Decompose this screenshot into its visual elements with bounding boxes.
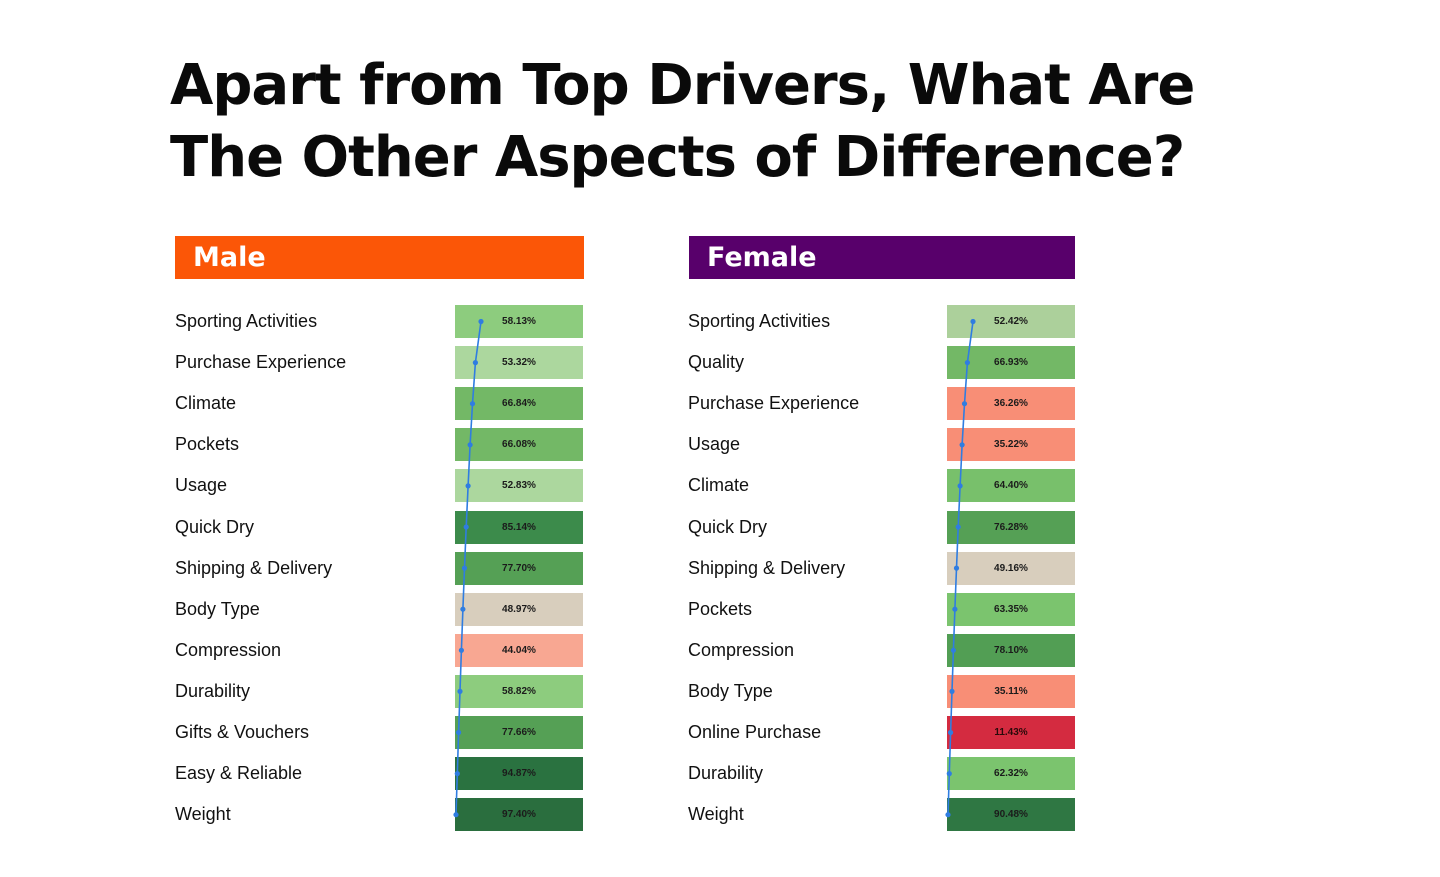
male-row-label: Durability <box>175 680 251 701</box>
female-row-label: Climate <box>688 475 750 496</box>
page-title-line-1: Apart from Top Drivers, What Are <box>170 53 1195 118</box>
female-row-label: Weight <box>688 804 744 825</box>
male-value-cell: 66.08% <box>455 428 583 462</box>
male-row-label: Easy & Reliable <box>175 763 303 784</box>
male-value-cell: 52.83% <box>455 469 583 503</box>
male-value-cell: 77.70% <box>455 551 583 585</box>
female-value-cell: 35.11% <box>947 674 1075 708</box>
female-value-cell: 64.40% <box>947 469 1075 503</box>
male-row-label: Weight <box>175 804 231 825</box>
female-value-cell: 35.22% <box>947 428 1075 462</box>
male-value-cell: 48.97% <box>455 592 583 626</box>
female-row-label: Pockets <box>688 598 753 619</box>
male-row-label: Climate <box>175 393 237 414</box>
male-row-label: Quick Dry <box>175 516 255 537</box>
male-row-label: Sporting Activities <box>175 311 318 331</box>
female-row-label: Sporting Activities <box>688 311 831 331</box>
female-row-label: Durability <box>688 763 764 784</box>
female-value-cell: 49.16% <box>947 551 1075 585</box>
male-row-label: Body Type <box>175 598 260 619</box>
male-value-cell: 94.87% <box>455 757 583 791</box>
female-row-label: Purchase Experience <box>688 393 860 414</box>
female-row-label: Online Purchase <box>688 722 822 742</box>
female-row-label: Shipping & Delivery <box>688 557 846 578</box>
male-row-label: Purchase Experience <box>175 352 347 373</box>
male-value-cell: 53.32% <box>455 346 583 380</box>
female-row-label: Usage <box>688 434 741 455</box>
male-value-cell: 77.66% <box>455 716 583 749</box>
male-row-label: Compression <box>175 639 282 660</box>
male-value-cell: 66.84% <box>455 387 583 421</box>
female-value-cell: 66.93% <box>947 346 1075 380</box>
page-title: Apart from Top Drivers, What Are The Oth… <box>170 50 1270 194</box>
female-row-label: Quick Dry <box>688 516 768 537</box>
female-row-label: Quality <box>688 352 745 373</box>
female-value-cell: 52.42% <box>947 305 1075 338</box>
female-value-cell: 63.35% <box>947 592 1075 626</box>
male-value-cell: 44.04% <box>455 633 583 667</box>
male-row-label: Shipping & Delivery <box>175 557 333 578</box>
male-row-label: Usage <box>175 475 228 496</box>
female-value-cell: 78.10% <box>947 633 1075 667</box>
male-row-label: Gifts & Vouchers <box>175 722 310 742</box>
male-value-cell: 58.82% <box>455 674 583 708</box>
female-row-label: Body Type <box>688 680 773 701</box>
female-header: Female <box>689 236 1075 279</box>
female-value-cell: 76.28% <box>947 510 1075 544</box>
male-value-cell: 97.40% <box>455 798 583 832</box>
female-value-cell: 11.43% <box>947 716 1075 749</box>
female-value-cell: 62.32% <box>947 757 1075 791</box>
male-value-cell: 58.13% <box>455 305 583 338</box>
female-row-label: Compression <box>688 639 795 660</box>
male-header: Male <box>175 236 584 279</box>
page-title-line-2: The Other Aspects of Difference? <box>170 125 1185 190</box>
male-value-cell: 85.14% <box>455 510 583 544</box>
male-row-label: Pockets <box>175 434 240 455</box>
female-value-cell: 36.26% <box>947 387 1075 421</box>
female-value-cell: 90.48% <box>947 798 1075 832</box>
